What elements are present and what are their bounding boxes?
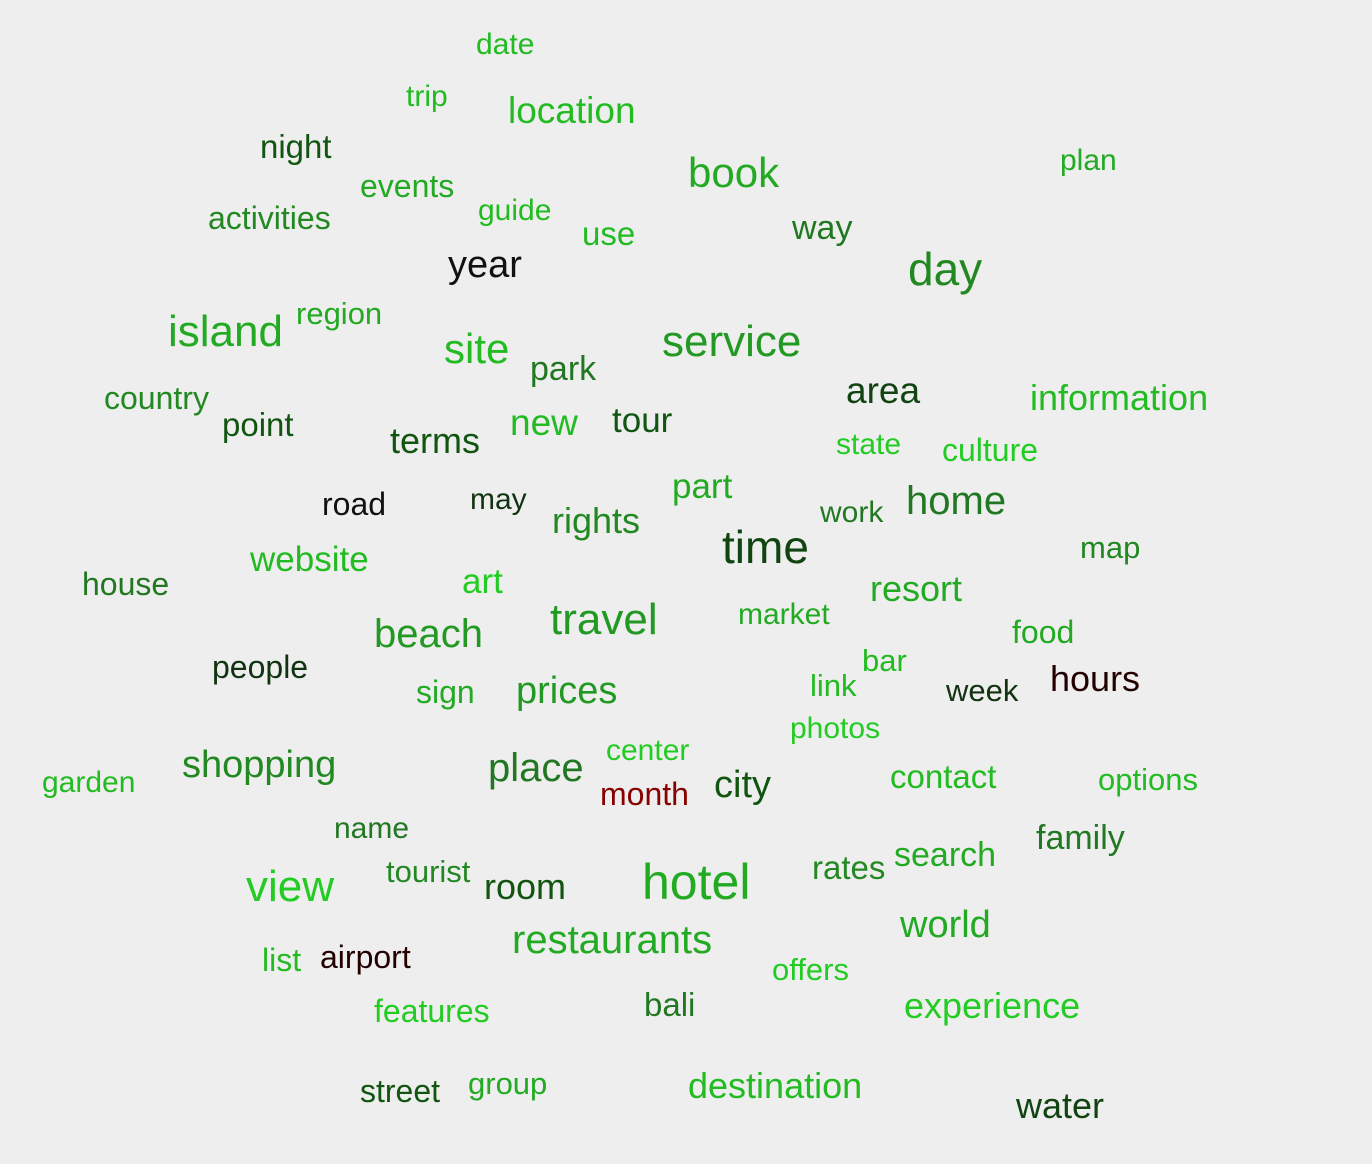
word-beach: beach: [374, 612, 483, 656]
word-day: day: [908, 243, 983, 295]
word-region: region: [296, 296, 383, 331]
word-home: home: [906, 479, 1007, 523]
word-room: room: [484, 866, 567, 907]
word-shopping: shopping: [182, 744, 337, 786]
word-art: art: [462, 562, 503, 601]
word-options: options: [1098, 762, 1198, 797]
word-state: state: [836, 428, 902, 461]
word-area: area: [846, 370, 921, 411]
word-contact: contact: [890, 758, 997, 795]
word-hours: hours: [1050, 658, 1141, 699]
word-events: events: [360, 168, 455, 204]
word-features: features: [374, 993, 490, 1029]
word-water: water: [1016, 1085, 1105, 1126]
word-site: site: [444, 325, 510, 372]
word-market: market: [738, 598, 830, 631]
word-group: group: [468, 1066, 548, 1101]
word-center: center: [606, 734, 690, 767]
word-rates: rates: [812, 849, 886, 886]
word-culture: culture: [942, 432, 1039, 468]
word-people: people: [212, 649, 309, 685]
word-garden: garden: [42, 766, 136, 799]
word-street: street: [360, 1073, 441, 1109]
word-sign: sign: [416, 674, 475, 710]
word-trip: trip: [406, 80, 448, 113]
word-country: country: [104, 380, 209, 416]
word-terms: terms: [390, 420, 480, 461]
word-experience: experience: [904, 985, 1081, 1026]
word-place: place: [488, 746, 584, 790]
word-work: work: [820, 496, 884, 529]
word-family: family: [1036, 819, 1125, 857]
word-part: part: [672, 467, 733, 506]
word-may: may: [470, 483, 527, 516]
word-book: book: [688, 149, 780, 196]
word-point: point: [222, 406, 294, 443]
word-guide: guide: [478, 194, 552, 227]
word-month: month: [600, 776, 689, 812]
word-road: road: [322, 486, 387, 522]
word-park: park: [530, 350, 597, 388]
word-website: website: [250, 540, 369, 579]
word-city: city: [714, 764, 771, 806]
word-airport: airport: [320, 939, 411, 975]
word-hotel: hotel: [642, 854, 751, 910]
word-house: house: [82, 566, 170, 602]
word-rights: rights: [552, 500, 641, 541]
word-night: night: [260, 128, 332, 165]
word-time: time: [722, 521, 809, 573]
word-name: name: [334, 812, 410, 845]
word-use: use: [582, 215, 636, 252]
word-island: island: [168, 307, 283, 356]
word-resort: resort: [870, 568, 963, 609]
word-bali: bali: [644, 986, 696, 1023]
word-way: way: [792, 209, 853, 247]
word-location: location: [508, 90, 636, 131]
word-tourist: tourist: [386, 854, 471, 889]
word-photos: photos: [790, 712, 881, 745]
word-week: week: [946, 673, 1019, 708]
word-prices: prices: [516, 670, 618, 712]
word-tour: tour: [612, 401, 673, 440]
word-service: service: [662, 317, 802, 366]
word-search: search: [894, 836, 997, 874]
word-map: map: [1080, 530, 1141, 565]
word-plan: plan: [1060, 144, 1117, 177]
word-link: link: [810, 668, 857, 703]
word-travel: travel: [550, 595, 658, 644]
word-year: year: [448, 244, 522, 286]
word-list: list: [262, 942, 302, 978]
word-world: world: [900, 904, 991, 946]
word-restaurants: restaurants: [512, 918, 713, 962]
word-information: information: [1030, 377, 1209, 418]
word-offers: offers: [772, 952, 849, 987]
word-view: view: [246, 862, 335, 911]
word-destination: destination: [688, 1065, 863, 1106]
word-food: food: [1012, 614, 1075, 650]
word-bar: bar: [862, 643, 907, 678]
word-date: date: [476, 28, 535, 61]
word-new: new: [510, 402, 578, 443]
word-activities: activities: [208, 200, 331, 236]
